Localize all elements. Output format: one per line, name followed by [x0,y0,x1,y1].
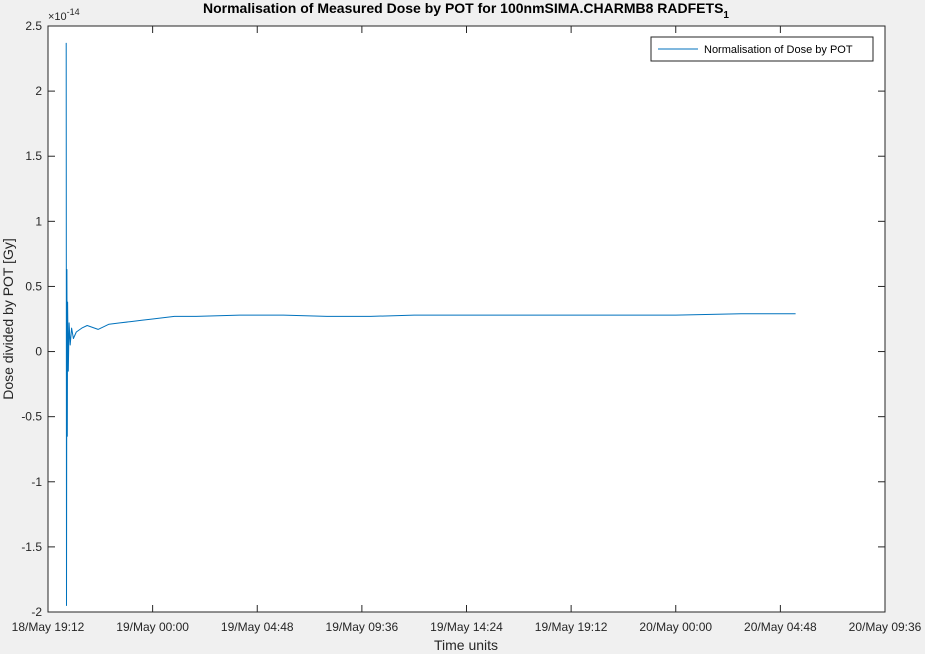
y-tick-label: -2 [31,605,42,619]
x-axis-ticks: 18/May 19:12 19/May 00:00 19/May 04:48 19/M… [12,26,922,634]
legend: Normalisation of Dose by POT [650,36,874,62]
series-line [65,42,796,606]
x-tick-label: 19/May 19:12 [535,620,608,634]
legend-label: Normalisation of Dose by POT [704,44,853,56]
y-tick-label: 1.5 [25,149,42,163]
y-tick-label: 2.5 [25,19,42,33]
y-tick-label: 0 [35,345,42,359]
y-tick-label: -1.5 [21,540,42,554]
x-tick-label: 19/May 09:36 [326,620,399,634]
x-tick-label: 20/May 00:00 [639,620,712,634]
y-tick-label: -1 [31,475,42,489]
plot-area [47,25,886,613]
y-tick-label: 0.5 [25,279,42,293]
y-exponent-label: ×10-14 [48,7,80,23]
y-tick-label: 1 [35,214,42,228]
x-tick-label: 20/May 09:36 [849,620,922,634]
x-tick-label: 19/May 04:48 [221,620,294,634]
x-tick-label: 18/May 19:12 [12,620,85,634]
x-axis-label: Time units [434,637,498,653]
x-tick-label: 19/May 00:00 [116,620,189,634]
series-group [65,42,796,606]
y-tick-label: 2 [35,84,42,98]
x-tick-label: 20/May 04:48 [744,620,817,634]
y-tick-label: -0.5 [21,410,42,424]
y-axis-ticks: -2 -1.5 -1 -0.5 0 0.5 1 1.5 2 2.5 [21,19,885,619]
x-tick-label: 19/May 14:24 [430,620,503,634]
chart-title: Normalisation of Measured Dose by POT fo… [203,0,729,21]
y-axis-label: Dose divided by POT [Gy] [0,238,16,400]
